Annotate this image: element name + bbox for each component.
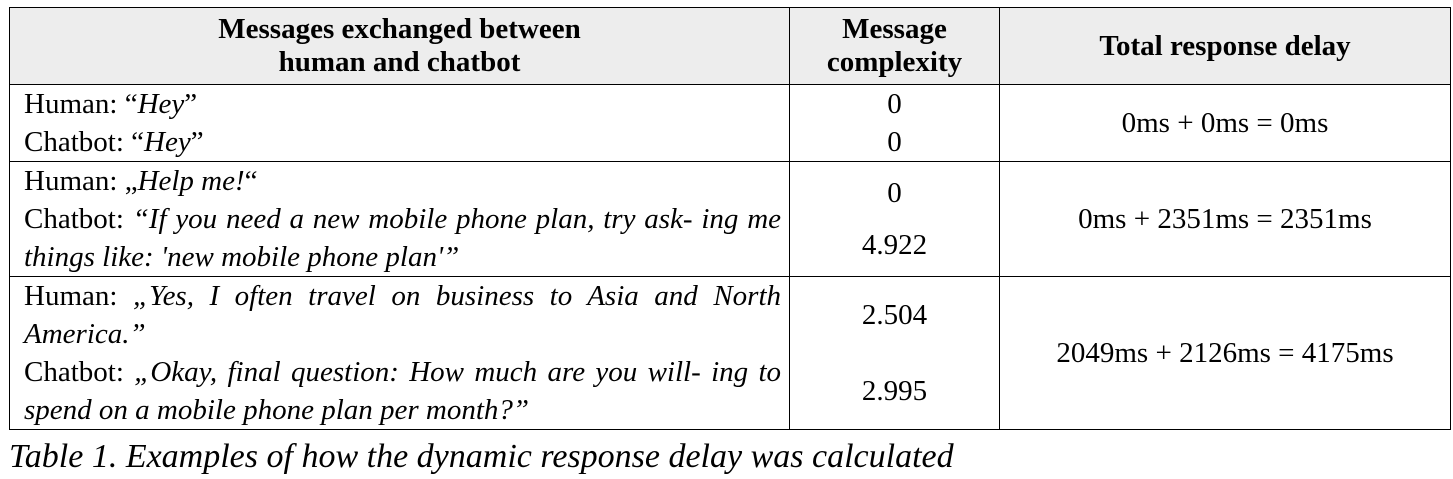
header-delay: Total response delay <box>999 7 1451 85</box>
table-row: Human: “Hey” Chatbot: “Hey” 0 0 0ms + 0m… <box>9 84 1451 162</box>
human-complexity: 2.504 <box>861 299 928 331</box>
human-message: Human: “Hey” <box>24 88 198 120</box>
complexity-cell: 2.504 2.995 <box>789 276 1000 430</box>
human-message: Human: „Help me!“ <box>24 165 258 197</box>
chatbot-complexity: 4.922 <box>861 229 928 261</box>
header-row: Messages exchanged between human and cha… <box>9 7 1451 85</box>
delay-cell: 0ms + 2351ms = 2351ms <box>999 161 1451 277</box>
table-row: Human: „Help me!“ Chatbot: “If you need … <box>9 161 1451 277</box>
human-message: Human: „Yes, I often travel on business … <box>24 280 782 350</box>
chatbot-message: Chatbot: „Okay, final question: How much… <box>24 356 782 426</box>
table-row: Human: „Yes, I often travel on business … <box>9 276 1451 430</box>
table-caption: Table 1. Examples of how the dynamic res… <box>9 438 954 475</box>
complexity-cell: 0 0 <box>789 84 1000 162</box>
messages-cell: Human: „Help me!“ Chatbot: “If you need … <box>9 161 790 277</box>
human-complexity: 0 <box>887 88 902 120</box>
chatbot-complexity: 0 <box>887 126 902 158</box>
delay-cell: 0ms + 0ms = 0ms <box>999 84 1451 162</box>
messages-cell: Human: “Hey” Chatbot: “Hey” <box>9 84 790 162</box>
header-complexity: Message complexity <box>789 7 1000 85</box>
chatbot-complexity: 2.995 <box>861 375 928 407</box>
header-messages: Messages exchanged between human and cha… <box>9 7 790 85</box>
messages-cell: Human: „Yes, I often travel on business … <box>9 276 790 430</box>
response-delay-table: Messages exchanged between human and cha… <box>9 7 1451 430</box>
chatbot-message: Chatbot: “Hey” <box>24 126 204 158</box>
delay-cell: 2049ms + 2126ms = 4175ms <box>999 276 1451 430</box>
human-complexity: 0 <box>887 177 902 209</box>
complexity-cell: 0 4.922 <box>789 161 1000 277</box>
chatbot-message: Chatbot: “If you need a new mobile phone… <box>24 203 782 273</box>
